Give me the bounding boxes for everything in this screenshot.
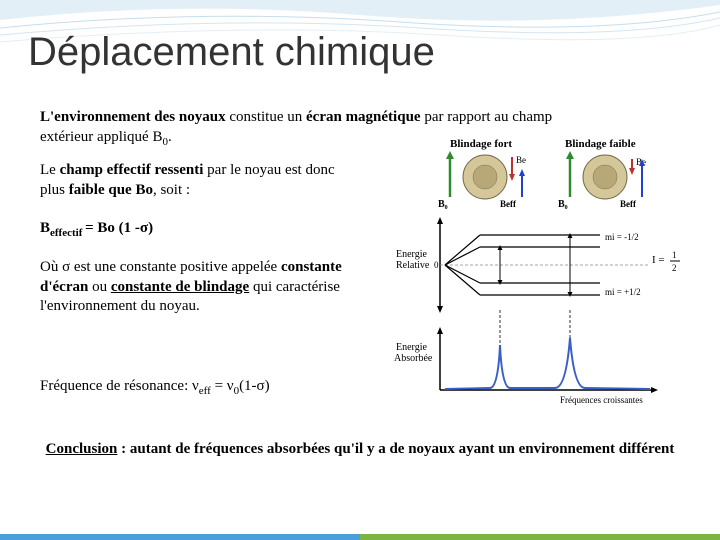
text-bold: champ effectif ressenti xyxy=(60,162,204,178)
nucleus-left: B₀ Be Beff xyxy=(438,151,526,210)
text: B xyxy=(40,220,50,236)
text-bold-underline: constante de blindage xyxy=(111,279,249,295)
label-energie-abs: Energie Absorbée xyxy=(394,342,433,364)
text: , soit : xyxy=(153,182,190,198)
paragraph-1: L'environnement des noyaux constitue un … xyxy=(40,108,600,149)
label-I-den: 2 xyxy=(672,263,677,273)
label-I-num: 1 xyxy=(672,250,677,260)
text: Fréquence de résonance: ν xyxy=(40,378,199,394)
label-I-eq: I = xyxy=(652,254,665,266)
label-freq-axis: Fréquences croissantes xyxy=(560,395,643,405)
label-energie: Energie Relative xyxy=(396,249,430,271)
label-mi-neg: mi = -1/2 xyxy=(605,232,639,242)
subscript: effectif xyxy=(50,227,85,239)
formula-beff: Beffectif = Bo (1 -σ) xyxy=(40,219,360,240)
text: constitue un xyxy=(226,109,306,125)
paragraph-4: Où σ est une constante positive appelée … xyxy=(40,258,360,317)
text-bold: faible que Bo xyxy=(69,182,153,198)
conclusion-text: : autant de fréquences absorbées qu'il y… xyxy=(117,441,674,457)
text: (1-σ) xyxy=(239,378,270,394)
text: Le xyxy=(40,162,60,178)
label-b0-right: B₀ xyxy=(558,199,568,210)
text-bold: écran magnétique xyxy=(306,109,421,125)
formula-freq: Fréquence de résonance: νeff = ν0(1-σ) xyxy=(40,377,380,398)
shielding-diagram: Blindage fort Blindage faible B₀ Be Beff… xyxy=(390,135,690,405)
label-mi-pos: mi = +1/2 xyxy=(605,287,641,297)
label-be-left: Be xyxy=(516,155,526,165)
nucleus-right: B₀ Be Beff xyxy=(558,151,646,210)
text: . xyxy=(168,129,172,145)
energy-levels: Energie Relative 0 mi = -1/2 mi = +1/2 I… xyxy=(396,217,680,313)
slide-bottom-border xyxy=(0,534,720,540)
paragraph-2: Le champ effectif ressenti par le noyau … xyxy=(40,161,360,200)
label-beff-left: Beff xyxy=(500,199,517,209)
conclusion: Conclusion : autant de fréquences absorb… xyxy=(40,440,680,460)
text: = Bo (1 -σ) xyxy=(85,220,153,236)
text: = ν xyxy=(211,378,234,394)
label-zero: 0 xyxy=(434,260,439,270)
conclusion-label: Conclusion xyxy=(46,441,118,457)
label-beff-right: Beff xyxy=(620,199,637,209)
text-bold: L'environnement des noyaux xyxy=(40,109,226,125)
label-b0-left: B₀ xyxy=(438,199,448,210)
slide-title: Déplacement chimique xyxy=(28,30,435,75)
text: ou xyxy=(88,279,111,295)
text: Où σ est une constante positive appelée xyxy=(40,259,281,275)
absorption-spectrum: Energie Absorbée Fréquences croissantes xyxy=(394,310,658,405)
subscript: eff xyxy=(199,385,211,397)
